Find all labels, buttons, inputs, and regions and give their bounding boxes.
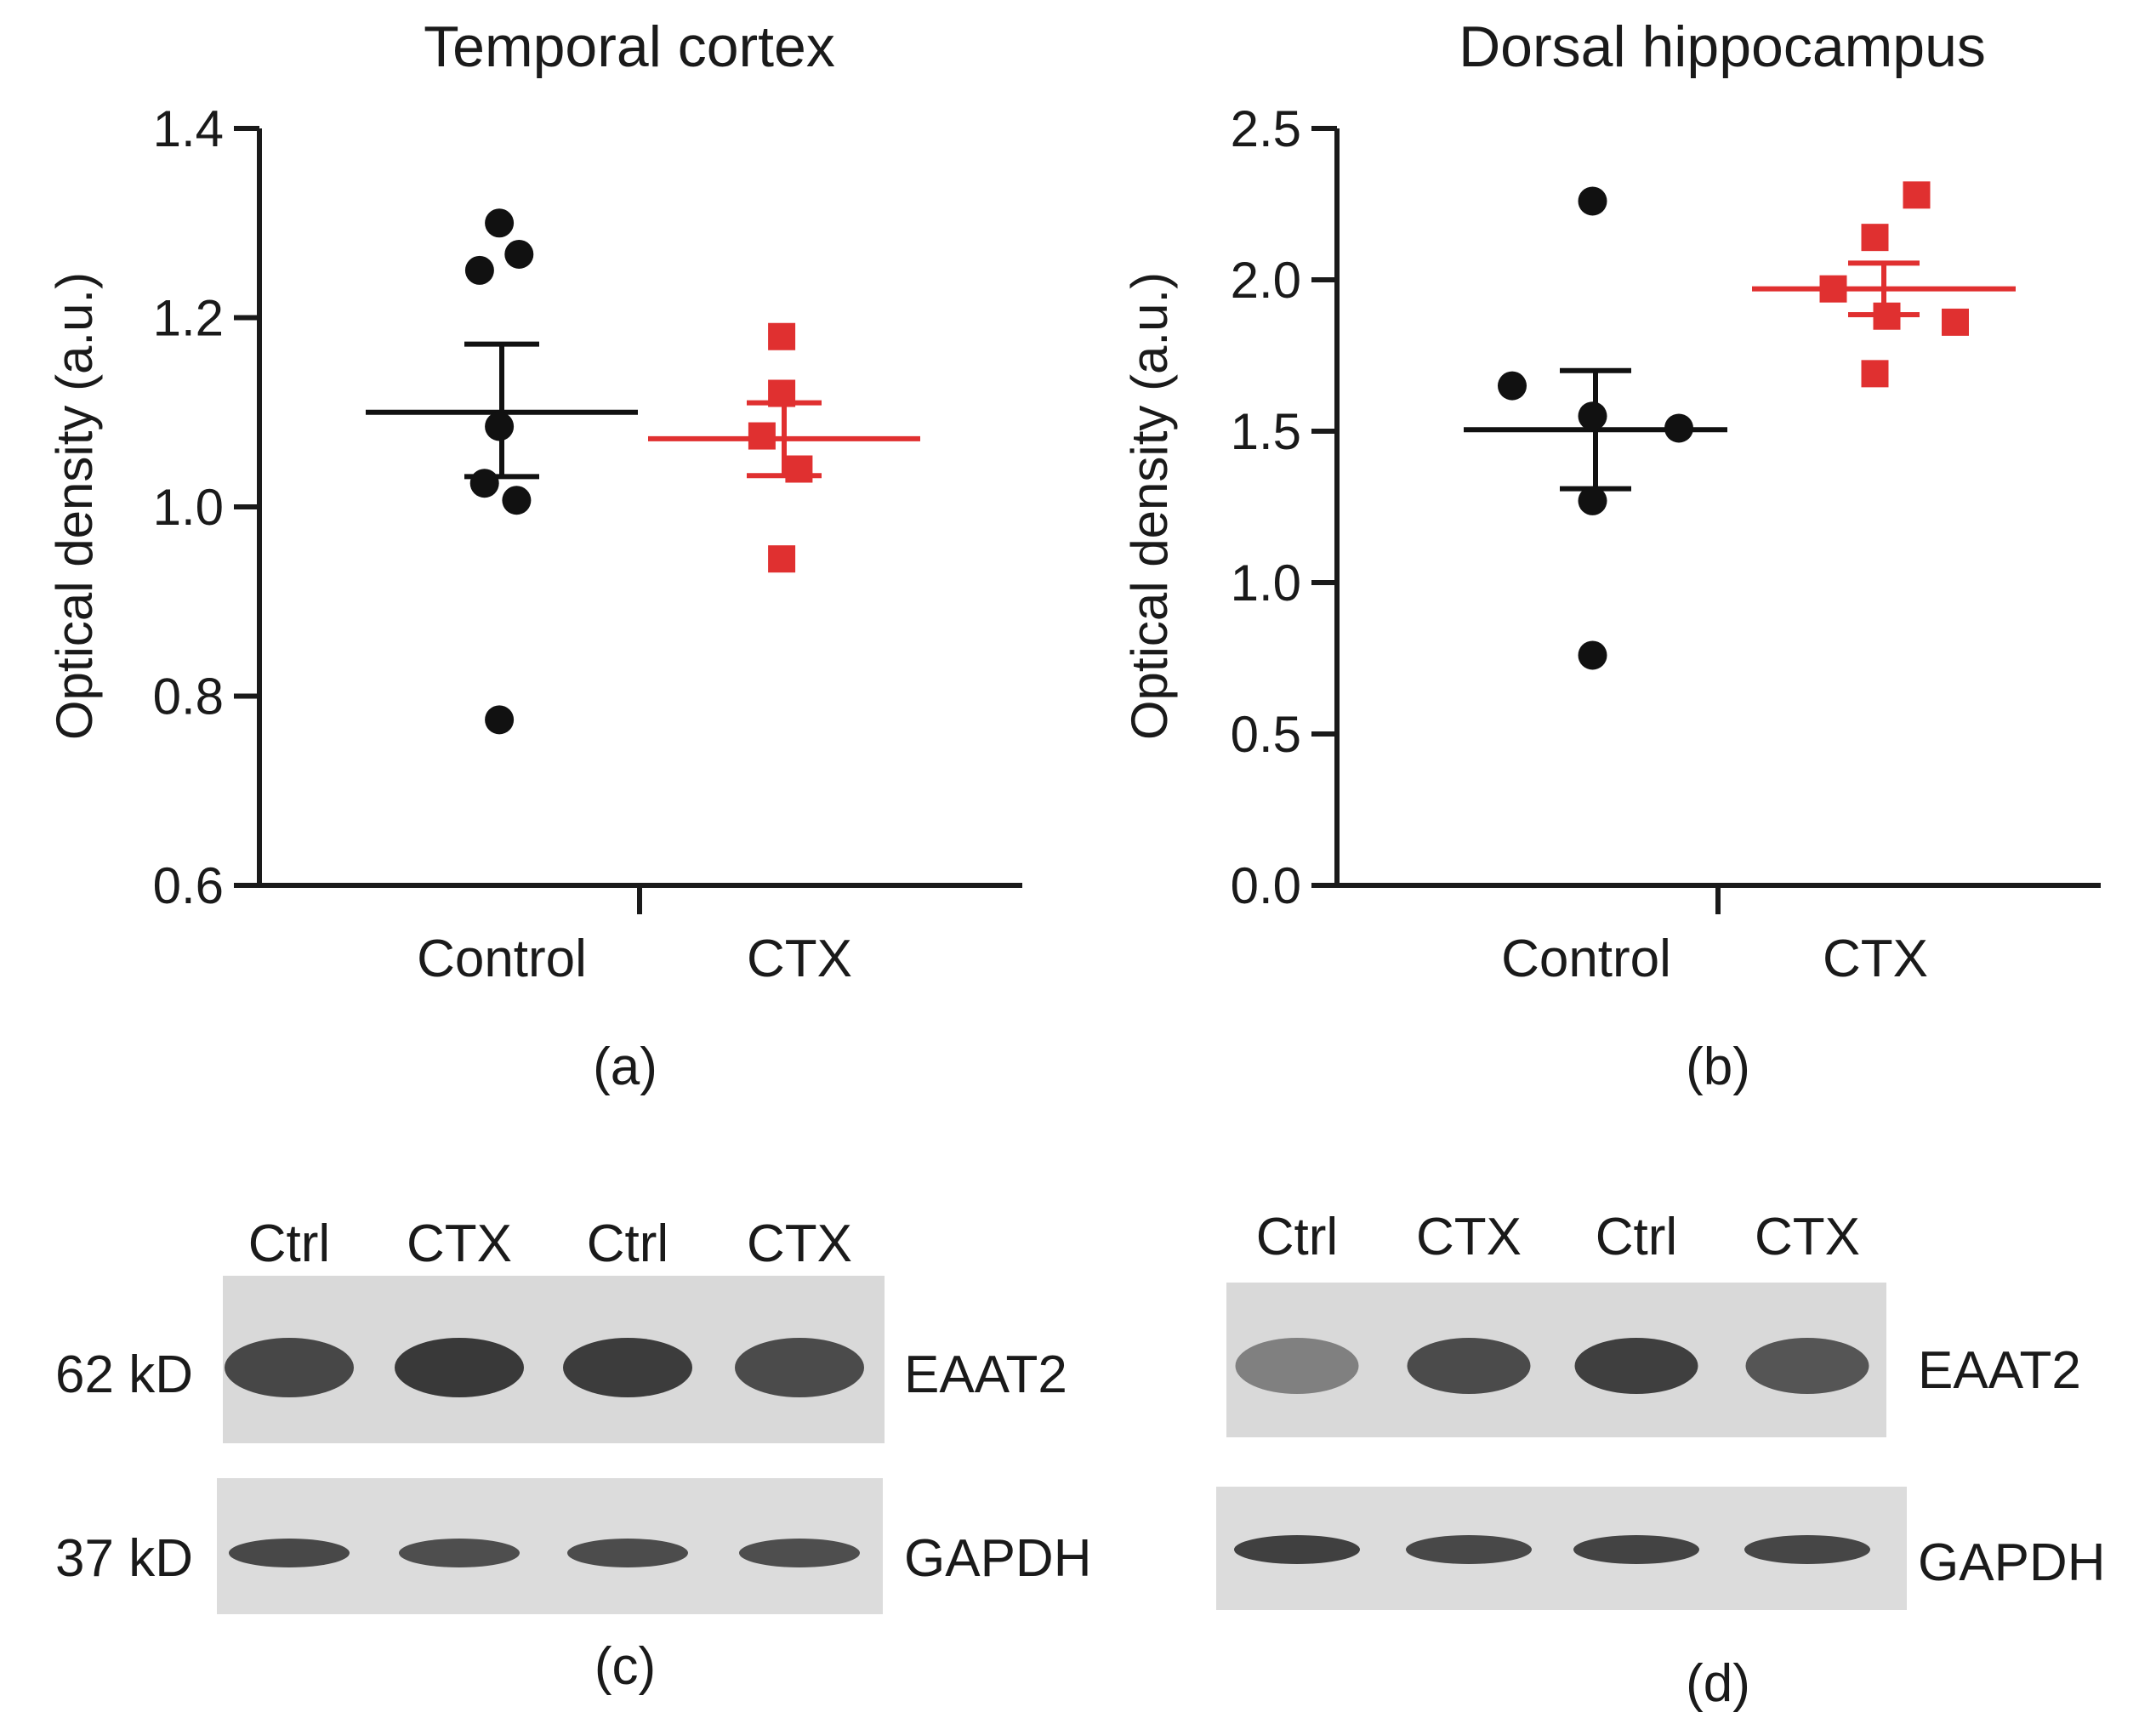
blot-band xyxy=(735,1338,864,1397)
eaat2-bands xyxy=(1235,1338,1869,1394)
lane-label: CTX xyxy=(1755,1208,1860,1266)
y-tick-label: 1.0 xyxy=(1231,555,1301,612)
y-tick-label: 0.8 xyxy=(153,668,224,725)
x-tick-label-ctx: CTX xyxy=(747,930,852,988)
protein-label: EAAT2 xyxy=(904,1345,1067,1404)
y-tick-label: 0.0 xyxy=(1231,857,1301,914)
data-point xyxy=(768,379,796,407)
size-label: 62 kD xyxy=(55,1345,193,1404)
data-point xyxy=(1578,486,1607,515)
y-tick-label: 0.5 xyxy=(1231,706,1301,763)
y-tick-label: 2.0 xyxy=(1231,252,1301,309)
data-marks xyxy=(366,208,920,735)
y-tick-label: 1.2 xyxy=(153,290,224,347)
data-point xyxy=(1578,640,1607,670)
blot-band xyxy=(563,1338,692,1397)
data-point xyxy=(1873,302,1901,330)
blot-band xyxy=(399,1539,520,1567)
gapdh-bands xyxy=(1234,1535,1870,1564)
y-tick-label: 2.5 xyxy=(1231,100,1301,157)
lane-label: Ctrl xyxy=(587,1214,668,1273)
data-point xyxy=(1578,186,1607,216)
panel-label: (b) xyxy=(1686,1038,1750,1096)
y-tick-label: 1.4 xyxy=(153,100,224,157)
data-point xyxy=(1942,308,1969,336)
y-axis-ticks: 0.6 0.8 1.0 1.2 1.4 xyxy=(153,100,259,914)
blot-band xyxy=(1407,1338,1531,1394)
y-tick-label: 1.0 xyxy=(153,479,224,536)
blot-band xyxy=(1234,1535,1360,1564)
blot-band xyxy=(1573,1535,1699,1564)
protein-label: GAPDH xyxy=(904,1529,1091,1588)
data-point xyxy=(1578,401,1607,431)
data-point xyxy=(768,545,796,573)
lane-label: CTX xyxy=(747,1214,852,1273)
blot-band xyxy=(1744,1535,1870,1564)
y-tick-label: 0.6 xyxy=(153,857,224,914)
data-point xyxy=(1861,360,1889,388)
panel-label: (a) xyxy=(593,1038,657,1096)
panel-label: (c) xyxy=(594,1637,656,1696)
data-point xyxy=(1664,413,1693,443)
blot-band xyxy=(395,1338,524,1397)
data-point xyxy=(485,705,515,735)
data-point xyxy=(748,422,776,450)
lane-label: CTX xyxy=(1416,1208,1522,1266)
y-axis-ticks: 0.0 0.5 1.0 1.5 2.0 2.5 xyxy=(1231,100,1337,914)
data-marks xyxy=(1464,181,2016,670)
western-blot-temporal: Ctrl CTX Ctrl CTX 62 kD EAAT2 37 kD GAPD… xyxy=(55,1214,1091,1696)
western-blot-hippocampus: Ctrl CTX Ctrl CTX EAAT2 GAPDH (d) xyxy=(1216,1208,2105,1713)
blot-band xyxy=(567,1539,688,1567)
blot-band xyxy=(229,1539,350,1567)
lane-label: Ctrl xyxy=(1256,1208,1338,1266)
blot-band xyxy=(739,1539,860,1567)
data-point xyxy=(1903,181,1931,209)
x-tick-label-control: Control xyxy=(1501,930,1671,988)
data-point xyxy=(469,469,499,498)
blot-band xyxy=(1745,1338,1869,1394)
x-tick-label-control: Control xyxy=(417,930,587,988)
gapdh-bands xyxy=(229,1539,860,1567)
chart-title: Dorsal hippocampus xyxy=(1459,14,1986,79)
data-point xyxy=(485,208,515,238)
chart-temporal-cortex: Temporal cortex Optical density (a.u.) 0… xyxy=(46,14,1022,1096)
y-tick-label: 1.5 xyxy=(1231,403,1301,460)
data-point xyxy=(502,486,532,515)
eaat2-bands xyxy=(225,1338,864,1397)
x-tick-label-ctx: CTX xyxy=(1823,930,1928,988)
protein-label: EAAT2 xyxy=(1918,1341,2081,1400)
y-axis-label: Optical density (a.u.) xyxy=(1121,272,1178,740)
data-point xyxy=(1498,371,1527,401)
lane-label: Ctrl xyxy=(1596,1208,1677,1266)
size-label: 37 kD xyxy=(55,1529,193,1588)
data-point xyxy=(485,412,515,441)
data-point xyxy=(785,455,813,483)
data-point xyxy=(504,239,534,269)
data-point xyxy=(1819,275,1847,303)
chart-title: Temporal cortex xyxy=(424,14,835,79)
chart-dorsal-hippocampus: Dorsal hippocampus Optical density (a.u.… xyxy=(1121,14,2101,1096)
lane-label: CTX xyxy=(407,1214,512,1273)
lane-label: Ctrl xyxy=(248,1214,330,1273)
blot-band xyxy=(1235,1338,1359,1394)
blot-band xyxy=(225,1338,354,1397)
panel-label: (d) xyxy=(1686,1654,1750,1713)
blot-band xyxy=(1574,1338,1698,1394)
y-axis-label: Optical density (a.u.) xyxy=(46,272,103,740)
data-point xyxy=(768,322,796,350)
protein-label: GAPDH xyxy=(1918,1533,2105,1592)
data-point xyxy=(464,255,494,285)
blot-band xyxy=(1406,1535,1532,1564)
data-point xyxy=(1861,224,1889,252)
